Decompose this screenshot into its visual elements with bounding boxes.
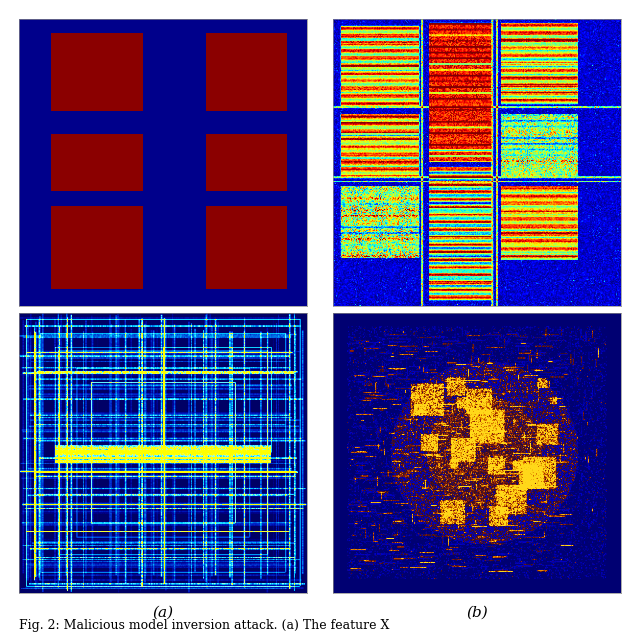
Bar	[206, 205, 287, 289]
Text: (a): (a)	[152, 605, 174, 619]
Bar	[51, 205, 143, 289]
Text: (b): (b)	[466, 605, 488, 619]
Bar	[206, 134, 287, 191]
Text: Fig. 2: Malicious model inversion attack. (a) The feature X: Fig. 2: Malicious model inversion attack…	[19, 619, 390, 632]
Bar	[51, 134, 143, 191]
Bar	[206, 33, 287, 111]
Bar	[51, 33, 143, 111]
